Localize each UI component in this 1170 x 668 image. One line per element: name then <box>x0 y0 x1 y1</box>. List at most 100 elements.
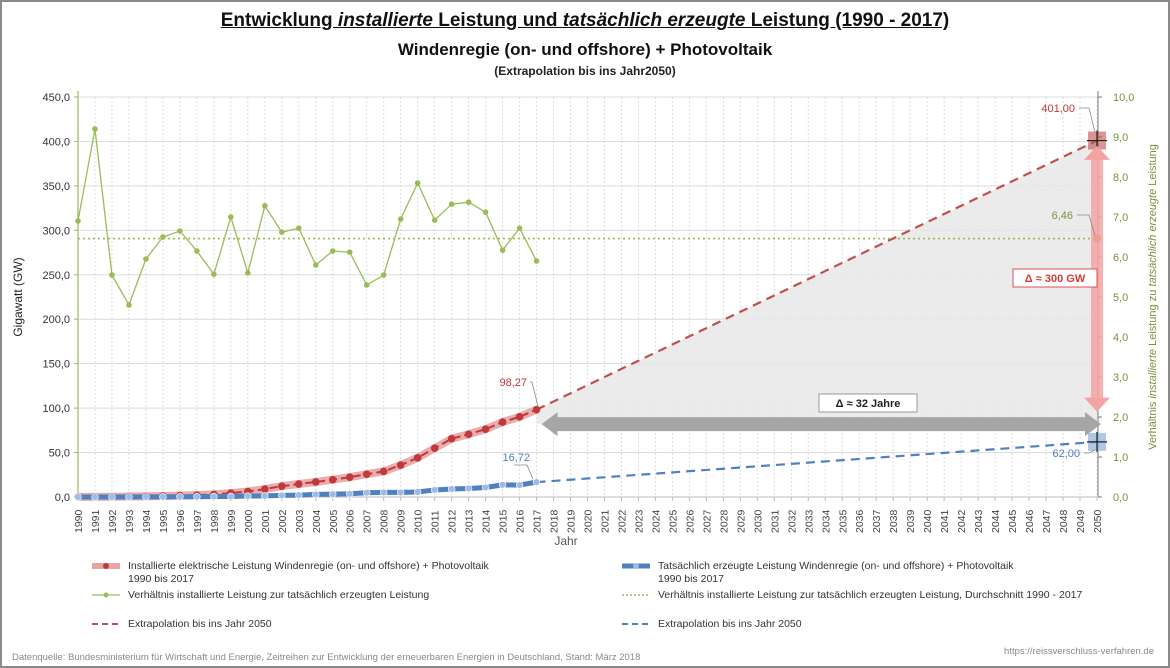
x-tick-label: 2023 <box>633 509 645 533</box>
title-part: Leistung (1990 - 2017) <box>745 10 950 31</box>
x-tick-label: 2042 <box>956 509 968 533</box>
ratio-series-line <box>77 128 538 307</box>
extrapolation-produced-line <box>536 440 1098 484</box>
ratio-point <box>465 199 472 205</box>
y-axis-label: Gigawatt (GW) <box>11 257 25 336</box>
y2-label-part: Verhältnis <box>1147 399 1159 450</box>
legend-swatch-installed <box>92 563 120 569</box>
produced-point <box>125 493 133 501</box>
x-tick-label: 2008 <box>379 509 391 533</box>
legend-swatch-produced <box>622 563 650 569</box>
installed-point <box>345 473 354 481</box>
title-part: Leistung und <box>432 10 563 31</box>
x-tick-label: 1996 <box>175 509 187 533</box>
x-tick-label: 2003 <box>294 509 306 533</box>
x-tick-label: 2050 <box>1092 509 1104 533</box>
x-tick-label: 2039 <box>905 509 917 533</box>
x-tick-label: 2011 <box>430 510 442 533</box>
legend-label: Extrapolation bis ins Jahr 2050 <box>658 618 802 630</box>
x-tick-label: 2000 <box>243 509 255 533</box>
ratio-point <box>228 214 234 220</box>
horizontal-arrow-head-right <box>1085 412 1101 437</box>
title-part: Entwicklung <box>220 10 338 31</box>
produced-point <box>447 485 456 493</box>
x-tick-label: 2001 <box>260 509 272 533</box>
x-tick-label: 2027 <box>701 509 713 533</box>
ratio-point <box>75 218 81 224</box>
x-tick-label: 1993 <box>124 509 136 533</box>
y2-tick-label: 10,0 <box>1113 92 1134 104</box>
horizontal-arrow-head-left <box>541 412 558 437</box>
ratio-point <box>448 201 455 207</box>
installed-point <box>328 475 337 484</box>
installed-point <box>278 482 286 490</box>
installed-point <box>430 444 439 453</box>
y2-tick-label: 3,0 <box>1113 372 1128 384</box>
ratio-point <box>177 228 183 234</box>
ratio-point <box>312 262 319 268</box>
installed-point <box>396 461 405 469</box>
x-tick-label: 2004 <box>311 509 323 533</box>
produced-point <box>481 483 490 492</box>
produced-point <box>346 490 354 498</box>
vertical-arrow-head-up <box>1084 145 1110 160</box>
source-url[interactable]: https://reissverschluss-verfahren.de <box>1004 646 1154 657</box>
label-installed-2050-leader <box>1079 107 1096 133</box>
installed-point <box>481 425 490 433</box>
x-tick-label: 2035 <box>837 509 849 533</box>
x-tick-label: 2048 <box>1058 509 1070 533</box>
label-produced-2017-leader <box>514 464 534 480</box>
x-tick-label: 2046 <box>1024 509 1036 533</box>
produced-series-line <box>77 479 537 500</box>
y2-tick-label: 0,0 <box>1113 492 1128 504</box>
produced-point <box>210 492 218 501</box>
x-tick-label: 2030 <box>752 509 764 533</box>
delta-gw-label-box <box>1012 268 1098 288</box>
x-tick-label: 2006 <box>345 509 357 533</box>
y2-tick-label: 7,0 <box>1113 212 1128 224</box>
extrapolation-installed-line <box>536 139 1098 411</box>
x-tick-label: 2049 <box>1075 509 1087 533</box>
legend-label: Extrapolation bis ins Jahr 2050 <box>128 618 272 630</box>
ratio-point <box>262 203 268 209</box>
ratio-point <box>414 180 421 186</box>
produced-point <box>193 492 201 501</box>
produced-point <box>464 484 473 493</box>
label-produced-2050-leader <box>1084 449 1096 454</box>
ratio-point <box>499 247 506 253</box>
ratio-point <box>279 229 285 235</box>
horizontal-arrow-shaft <box>555 417 1087 432</box>
x-tick-label: 2038 <box>888 509 900 533</box>
x-tick-label: 2037 <box>871 509 883 533</box>
x-tick-label: 2040 <box>922 509 934 533</box>
legend-swatch-ratio-average <box>622 594 650 596</box>
label-ratio-average: 6,46 <box>1052 210 1073 222</box>
title-part-italic: installierte <box>337 10 433 31</box>
chart-title: Entwicklung installierte Leistung und ta… <box>0 10 1170 32</box>
y-tick-label: 400,0 <box>42 136 70 148</box>
x-tick-label: 2024 <box>650 509 662 533</box>
x-tick-label: 2019 <box>566 509 578 533</box>
ratio-point <box>109 272 115 278</box>
x-tick-label: 2025 <box>667 509 679 533</box>
y2-tick-label: 2,0 <box>1113 412 1128 424</box>
ratio-point <box>397 216 404 222</box>
ratio-point <box>126 302 132 308</box>
x-tick-label: 1995 <box>158 509 170 533</box>
x-tick-label: 2016 <box>515 509 527 533</box>
label-produced-2017: 16,72 <box>502 452 530 464</box>
x-tick-label: 1997 <box>192 509 204 533</box>
produced-point <box>532 478 541 486</box>
x-tick-label: 2013 <box>464 509 476 533</box>
x-tick-label: 2047 <box>1041 509 1053 533</box>
installed-point <box>515 413 524 421</box>
installed-point <box>498 418 507 426</box>
x-tick-label: 2002 <box>277 509 289 533</box>
ratio-point <box>245 270 251 276</box>
y-tick-label: 300,0 <box>42 225 70 237</box>
x-tick-label: 2005 <box>328 509 340 533</box>
ratio-point <box>482 209 489 215</box>
installed-point <box>294 480 303 488</box>
